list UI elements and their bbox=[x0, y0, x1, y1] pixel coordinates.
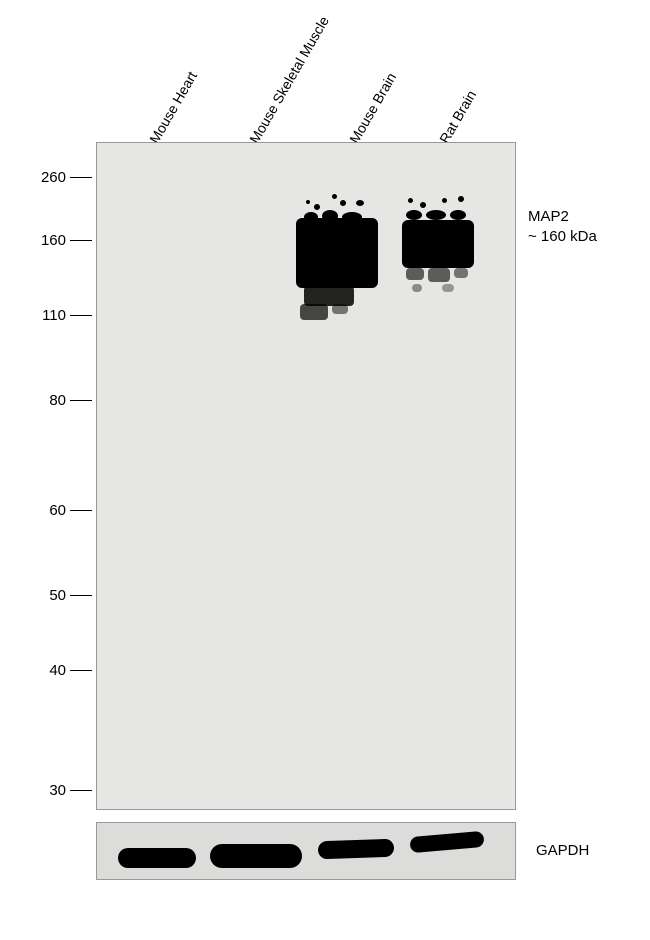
band-spot bbox=[332, 194, 337, 199]
figure-container: Mouse Heart Mouse Skeletal Muscle Mouse Br… bbox=[0, 0, 650, 940]
marker-tick bbox=[70, 595, 92, 596]
lane-label: Rat Brain bbox=[436, 87, 479, 146]
band-smear bbox=[300, 304, 328, 320]
gapdh-band bbox=[210, 844, 302, 868]
marker-tick bbox=[70, 315, 92, 316]
band-smear bbox=[412, 284, 422, 292]
band-spot bbox=[406, 210, 422, 220]
molecular-weight-marker: 160 bbox=[32, 232, 66, 249]
marker-tick bbox=[70, 177, 92, 178]
band-smear bbox=[406, 268, 424, 280]
molecular-weight-marker: 40 bbox=[32, 662, 66, 679]
band-spot bbox=[442, 198, 447, 203]
lane-label: Mouse Heart bbox=[146, 69, 200, 146]
molecular-weight-marker: 50 bbox=[32, 587, 66, 604]
gapdh-band bbox=[318, 839, 395, 860]
band-spot bbox=[450, 210, 466, 220]
molecular-weight-marker: 260 bbox=[32, 169, 66, 186]
band-smear bbox=[332, 304, 348, 314]
band-smear bbox=[428, 268, 450, 282]
marker-tick bbox=[70, 400, 92, 401]
molecular-weight-marker: 60 bbox=[32, 502, 66, 519]
marker-tick bbox=[70, 240, 92, 241]
band-spot bbox=[306, 200, 310, 204]
band-spot bbox=[322, 210, 338, 222]
lane-label: Mouse Brain bbox=[346, 70, 399, 146]
marker-tick bbox=[70, 790, 92, 791]
target-protein-label: MAP2 bbox=[528, 208, 569, 225]
map2-band-lane3 bbox=[296, 218, 378, 288]
marker-tick bbox=[70, 670, 92, 671]
band-smear bbox=[454, 268, 468, 278]
band-smear bbox=[304, 286, 354, 306]
band-spot bbox=[420, 202, 426, 208]
loading-control-label: GAPDH bbox=[536, 842, 589, 859]
molecular-weight-marker: 80 bbox=[32, 392, 66, 409]
gapdh-band bbox=[118, 848, 196, 868]
molecular-weight-marker: 110 bbox=[32, 307, 66, 324]
band-spot bbox=[458, 196, 464, 202]
band-spot bbox=[426, 210, 446, 220]
band-spot bbox=[408, 198, 413, 203]
molecular-weight-label: ~ 160 kDa bbox=[528, 228, 597, 245]
band-spot bbox=[342, 212, 362, 222]
molecular-weight-marker: 30 bbox=[32, 782, 66, 799]
map2-band-lane4 bbox=[402, 220, 474, 268]
band-spot bbox=[356, 200, 364, 206]
band-smear bbox=[442, 284, 454, 292]
band-spot bbox=[340, 200, 346, 206]
marker-tick bbox=[70, 510, 92, 511]
lane-label: Mouse Skeletal Muscle bbox=[246, 13, 332, 146]
band-spot bbox=[304, 212, 318, 222]
band-spot bbox=[314, 204, 320, 210]
